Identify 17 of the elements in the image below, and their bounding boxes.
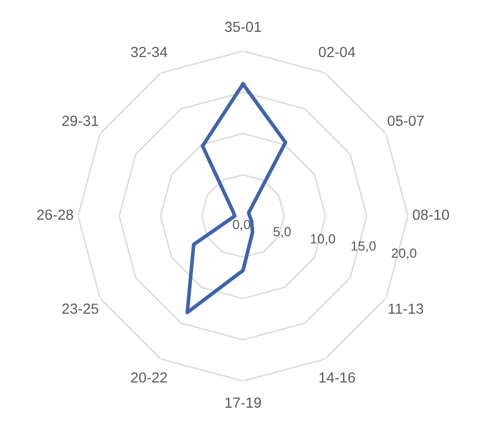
y-tick-label: 15,0 [352, 241, 376, 252]
spoke-label: 02-04 [318, 46, 356, 58]
y-tick-label: 0,0 [232, 220, 250, 231]
spoke-label: 17-19 [225, 398, 261, 408]
spoke-label: 23-25 [62, 304, 98, 314]
spoke-label: 14-16 [319, 372, 355, 383]
y-tick-label: 20,0 [392, 248, 416, 260]
spoke-label: 08-10 [412, 210, 449, 220]
spoke-label: 20-22 [131, 372, 167, 383]
spoke-label: 32-34 [130, 46, 168, 58]
y-tick-label: 10,0 [310, 234, 336, 246]
spoke-label: 35-01 [224, 22, 261, 32]
spoke-label: 05-07 [388, 116, 424, 126]
spoke-label: 26-28 [37, 210, 74, 220]
spoke-label: 11-13 [388, 304, 424, 314]
y-tick-label: 5,0 [273, 227, 291, 238]
spoke-label: 29-31 [62, 116, 98, 126]
